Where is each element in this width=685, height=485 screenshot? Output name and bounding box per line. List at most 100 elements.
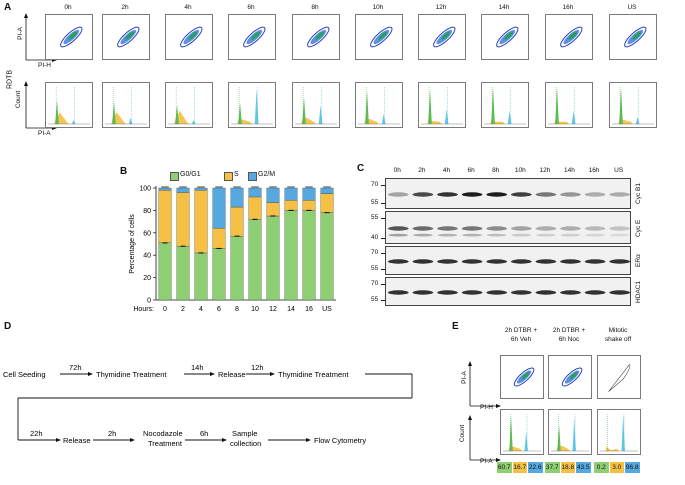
blot-0 bbox=[385, 178, 631, 209]
panel-c-label: C bbox=[357, 163, 365, 174]
blot-marker-1-0: 55 bbox=[371, 214, 379, 221]
flow-step-sample-line1: Sample bbox=[232, 429, 257, 438]
blot-1 bbox=[385, 211, 631, 244]
x-tick-label-8: 8 bbox=[235, 306, 239, 313]
bar-g0-g1-12 bbox=[266, 215, 280, 301]
bar-g2-m-US bbox=[320, 187, 334, 194]
y-tick-label-1: 20 bbox=[143, 275, 151, 282]
timepoint-header-9: US bbox=[627, 4, 637, 11]
x-tick-label-14: 14 bbox=[287, 306, 295, 313]
flow-row-2: 22h Release 2h Nocodazole Treatment 6h S… bbox=[18, 429, 366, 448]
x-tick-label-6: 6 bbox=[217, 306, 221, 313]
bar-s-10 bbox=[248, 196, 262, 220]
blot-marker-tick-3-0 bbox=[381, 284, 385, 285]
phase-value-1-1: 18.8 bbox=[560, 462, 576, 473]
scatter-plot-7 bbox=[481, 14, 529, 60]
condition-line1-1: 2h DTBR + bbox=[552, 327, 586, 334]
bar-g0-g1-10 bbox=[248, 219, 262, 301]
x-axis-title: Hours: bbox=[133, 306, 154, 313]
lane-label-3: 6h bbox=[467, 167, 475, 174]
panel-a-hist-axis-indicator bbox=[18, 80, 58, 132]
lane-label-6: 12h bbox=[539, 167, 551, 174]
bar-s-2 bbox=[176, 192, 190, 247]
panel-a-scatter-x-label: PI-H bbox=[38, 62, 51, 69]
legend-label-g2m: G2/M bbox=[258, 171, 276, 178]
scatter-plot-2 bbox=[165, 14, 213, 60]
bar-s-12 bbox=[266, 202, 280, 217]
panel-a-scatter-axis-indicator bbox=[18, 12, 58, 64]
blot-marker-1-1: 40 bbox=[371, 234, 379, 241]
timepoint-header-4: 8h bbox=[311, 4, 319, 11]
lane-label-7: 14h bbox=[564, 167, 575, 174]
panel-a-label: A bbox=[4, 2, 12, 13]
blot-marker-tick-2-1 bbox=[381, 269, 385, 270]
blot-marker-0-1: 55 bbox=[371, 199, 379, 206]
blot-marker-2-1: 55 bbox=[371, 265, 379, 272]
panel-d-label: D bbox=[4, 321, 12, 332]
y-tick-label-3: 60 bbox=[143, 230, 151, 237]
blot-protein-label-1: Cyc E bbox=[635, 218, 642, 237]
panel-e-label: E bbox=[452, 321, 459, 332]
timepoint-header-1: 2h bbox=[121, 4, 129, 11]
phase-value-1-2: 43.5 bbox=[576, 462, 592, 473]
histogram-1 bbox=[102, 82, 150, 128]
bar-s-0 bbox=[158, 190, 172, 244]
blot-marker-3-1: 55 bbox=[371, 296, 379, 303]
flow-duration-72h: 72h bbox=[69, 363, 82, 372]
flow-step-cell-seeding: Cell Seeding bbox=[3, 370, 46, 379]
blot-2 bbox=[385, 246, 631, 275]
legend: G0/G1 S G2/M bbox=[170, 170, 320, 182]
panel-e-hist-x-label: PI-A bbox=[480, 458, 493, 465]
panel-e-scatter-x-label: PI-H bbox=[480, 404, 493, 411]
phase-value-2-0: 0.2 bbox=[594, 462, 610, 473]
blot-marker-3-0: 70 bbox=[371, 280, 379, 287]
histogram-8 bbox=[545, 82, 593, 128]
blot-marker-tick-3-1 bbox=[381, 300, 385, 301]
timepoint-header-0: 0h bbox=[64, 4, 72, 11]
histogram-7 bbox=[481, 82, 529, 128]
lane-label-9: US bbox=[614, 167, 624, 174]
lane-label-8: 16h bbox=[588, 167, 600, 174]
histogram-3 bbox=[228, 82, 276, 128]
histogram-6 bbox=[418, 82, 466, 128]
lane-label-5: 10h bbox=[514, 167, 526, 174]
timepoint-header-8: 16h bbox=[562, 4, 574, 11]
panel-e-scatter-1 bbox=[548, 355, 592, 399]
panel-a-scatter-y-label: PI-A bbox=[16, 27, 24, 40]
histogram-9 bbox=[609, 82, 657, 128]
timepoint-header-5: 10h bbox=[372, 4, 384, 11]
panel-e-histogram-2 bbox=[597, 409, 641, 455]
flow-step-thymidine-2: Thymidine Treatment bbox=[278, 370, 349, 379]
y-tick-label-2: 40 bbox=[143, 253, 151, 260]
flow-duration-14h: 14h bbox=[191, 363, 204, 372]
bar-g0-g1-2 bbox=[176, 246, 190, 301]
y-tick-label-5: 100 bbox=[139, 186, 151, 193]
histogram-0 bbox=[45, 82, 93, 128]
phase-value-2-1: 3.0 bbox=[609, 462, 625, 473]
flow-step-nocodazole-line1: Nocodazole bbox=[143, 429, 183, 438]
bar-g2-m-0 bbox=[158, 187, 172, 191]
legend-swatch-g2m bbox=[248, 172, 257, 181]
flow-duration-2h: 2h bbox=[108, 429, 116, 438]
panel-a-hist-y-label: Count bbox=[15, 90, 23, 109]
bar-g0-g1-0 bbox=[158, 242, 172, 301]
phase-value-0-0: 60.7 bbox=[497, 462, 513, 473]
scatter-plot-3 bbox=[228, 14, 276, 60]
phase-value-0-1: 16.7 bbox=[512, 462, 528, 473]
blot-protein-label-3: HDAC1 bbox=[635, 280, 642, 303]
panel-e-histogram-0 bbox=[500, 409, 544, 455]
blot-protein-label-2: ERα bbox=[635, 254, 642, 267]
bar-s-16 bbox=[302, 200, 316, 211]
flow-step-flow-cytometry: Flow Cytometry bbox=[314, 436, 366, 445]
scatter-plot-5 bbox=[355, 14, 403, 60]
phase-value-1-0: 37.7 bbox=[545, 462, 561, 473]
bar-g2-m-6 bbox=[212, 187, 226, 229]
blot-3 bbox=[385, 277, 631, 306]
bar-g2-m-12 bbox=[266, 187, 280, 203]
lane-label-0: 0h bbox=[393, 167, 401, 174]
panel-e-hist-axis-indicator bbox=[462, 414, 502, 464]
bar-g0-g1-8 bbox=[230, 236, 244, 301]
row-label-rdtb: RDTB bbox=[6, 69, 14, 90]
bar-g2-m-8 bbox=[230, 187, 244, 208]
